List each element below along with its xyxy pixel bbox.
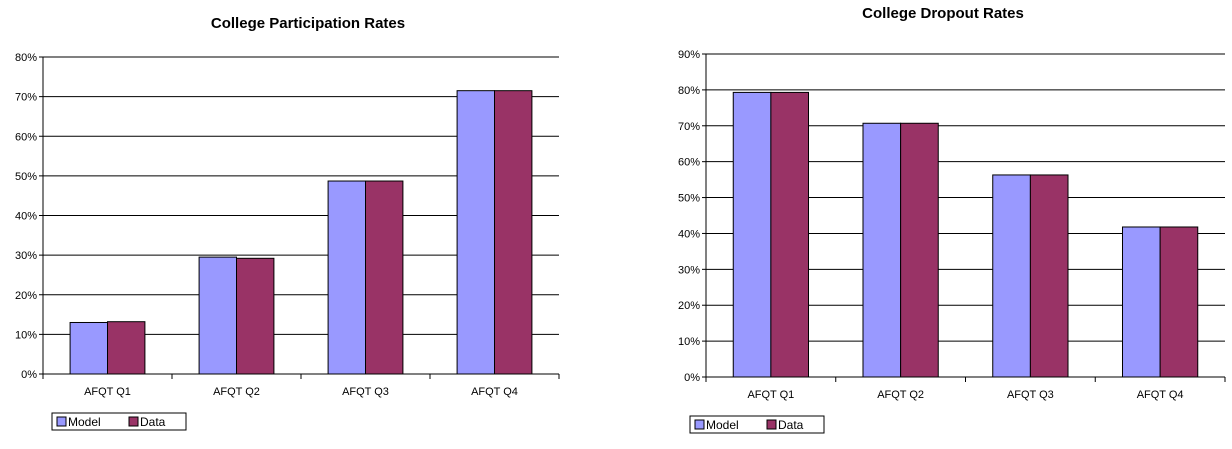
y-tick-label: 60%: [15, 131, 37, 143]
category-label: AFQT Q2: [213, 386, 260, 398]
y-tick-label: 10%: [678, 336, 700, 348]
legend-swatch-model: [56, 416, 67, 427]
legend-swatch-data: [128, 416, 139, 427]
y-tick-label: 10%: [15, 329, 37, 341]
legend-box: [689, 415, 825, 434]
chart-title: College Participation Rates: [211, 15, 405, 32]
y-tick-label: 30%: [678, 264, 700, 276]
y-tick-label: 0%: [684, 372, 700, 384]
bar-model-3: [327, 180, 366, 375]
legend-swatch-model: [694, 419, 705, 430]
y-tick-label: 0%: [21, 369, 37, 381]
legend-box: [51, 412, 187, 431]
legend: Model Data: [51, 412, 187, 431]
y-tick-label: 90%: [678, 49, 700, 61]
participation-chart: College Participation Rates 0% 10% 20% 30% 4…: [15, 15, 560, 431]
category-label: AFQT Q3: [342, 386, 389, 398]
bar-data-1: [770, 91, 810, 378]
legend-label-data: Data: [140, 415, 166, 429]
category-label: AFQT Q2: [877, 389, 924, 401]
legend-swatch-data: [766, 419, 777, 430]
bar-model-1: [69, 321, 108, 375]
y-tick-label: 80%: [15, 52, 37, 64]
bar-data-4: [494, 90, 533, 375]
bar-model-1: [732, 91, 772, 378]
y-tick-label: 30%: [15, 250, 37, 262]
y-tick-label: 40%: [15, 211, 37, 223]
category-label: AFQT Q1: [747, 389, 794, 401]
y-tick-label: 70%: [15, 92, 37, 104]
y-tick-label: 20%: [678, 300, 700, 312]
bar-model-2: [862, 122, 902, 378]
y-tick-label: 50%: [678, 193, 700, 205]
category-label: AFQT Q4: [1137, 389, 1184, 401]
bar-model-2: [198, 256, 237, 375]
bar-data-3: [365, 180, 404, 375]
y-tick-label: 70%: [678, 121, 700, 133]
category-label: AFQT Q4: [471, 386, 518, 398]
y-tick-label: 40%: [678, 228, 700, 240]
y-tick-label: 60%: [678, 157, 700, 169]
legend: Model Data: [689, 415, 825, 434]
bar-data-1: [107, 321, 146, 375]
legend-label-model: Model: [68, 415, 101, 429]
category-label: AFQT Q1: [84, 386, 131, 398]
category-label: AFQT Q3: [1007, 389, 1054, 401]
y-tick-label: 80%: [678, 85, 700, 97]
bar-data-4: [1159, 226, 1199, 378]
legend-label-model: Model: [706, 418, 739, 432]
bar-data-2: [236, 257, 275, 375]
y-tick-label: 20%: [15, 290, 37, 302]
dropout-chart: College Dropout Rates 0% 10% 20% 30% 40% 50% 6…: [678, 5, 1226, 434]
chart-title: College Dropout Rates: [862, 5, 1024, 22]
bar-data-3: [1029, 174, 1069, 378]
bar-model-3: [992, 174, 1031, 378]
bar-model-4: [1121, 226, 1161, 378]
y-tick-label: 50%: [15, 171, 37, 183]
bar-model-4: [456, 90, 495, 375]
legend-label-data: Data: [778, 418, 804, 432]
bar-data-2: [900, 122, 939, 378]
